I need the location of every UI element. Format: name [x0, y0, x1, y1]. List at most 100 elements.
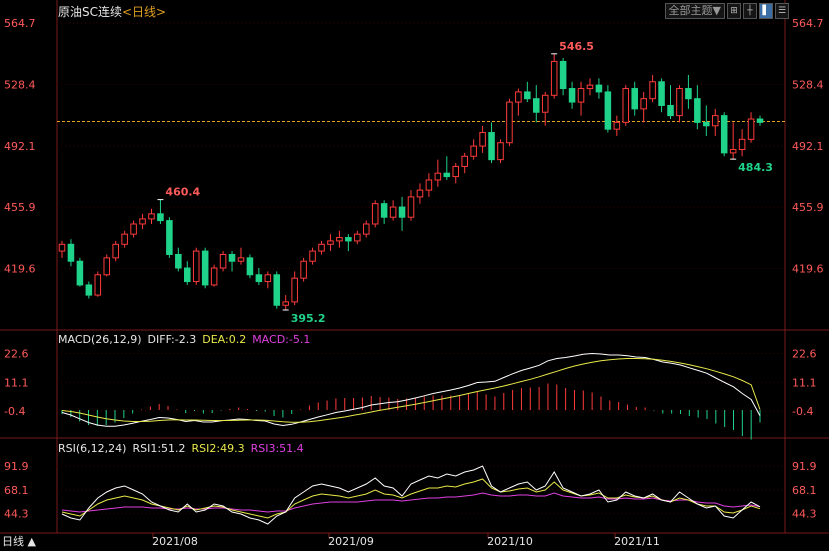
candle-body: [130, 223, 137, 235]
rsi3-value: RSI3:51.4: [250, 442, 304, 455]
candle-body: [291, 277, 298, 303]
candle-body: [658, 81, 665, 106]
candle-body: [94, 274, 102, 296]
price-tick-right: 564.7: [792, 17, 824, 30]
candle-body: [461, 155, 468, 167]
candle-body: [568, 88, 576, 103]
candle-body: [255, 274, 263, 283]
candle-body: [58, 243, 66, 252]
instrument-name: 原油SC连续: [58, 5, 122, 19]
candle-body: [613, 121, 621, 130]
candle-body: [157, 213, 164, 222]
candle-body: [166, 220, 173, 255]
candle-body: [622, 88, 630, 123]
price-tick-left: 492.1: [4, 140, 36, 153]
macd-tick-right: 11.1: [792, 376, 817, 389]
period-tab[interactable]: 日线 ▲: [2, 535, 36, 548]
candle-body: [309, 250, 316, 262]
macd-tick-right: -0.4: [792, 405, 813, 418]
candle-icon[interactable]: ▌: [759, 3, 773, 19]
candle-body: [184, 267, 191, 283]
price-tick-left: 528.4: [4, 78, 36, 91]
candle-body: [747, 118, 755, 140]
candle-body: [192, 250, 200, 283]
macd-tick-left: 22.6: [4, 348, 29, 361]
candle-body: [685, 88, 692, 100]
candle-body: [586, 84, 594, 90]
candle-body: [246, 257, 254, 276]
chart-toolbar: 全部主题▼ ⊞ ┼ ▌ ☰: [664, 3, 789, 19]
price-tick-right: 528.4: [792, 78, 824, 91]
time-axis-label: 2021/08: [152, 535, 198, 548]
candle-body: [577, 88, 585, 103]
macd-dif-line: [61, 352, 761, 427]
candle-body: [237, 257, 245, 262]
candle-body: [148, 213, 155, 220]
candle-body: [210, 267, 218, 286]
candle-body: [711, 115, 719, 127]
candle-body: [703, 121, 710, 127]
macd-dea-line: [61, 358, 761, 423]
rsi2-value: RSI2:49.3: [191, 442, 245, 455]
candle-body: [85, 284, 93, 296]
candle-body: [524, 91, 531, 100]
candle-body: [488, 132, 495, 161]
extreme-label-low: 484.3: [738, 161, 773, 174]
macd-tick-left: -0.4: [4, 405, 25, 418]
candle-body: [219, 253, 227, 269]
candle-body: [434, 172, 442, 181]
candle-body: [667, 104, 674, 117]
rsi-tick-left: 68.1: [4, 484, 29, 497]
price-tick-right: 492.1: [792, 140, 824, 153]
candle-body: [720, 115, 728, 154]
candle-body: [354, 233, 361, 242]
candle-body: [264, 274, 272, 283]
candle-body: [676, 88, 683, 117]
candle-body: [443, 172, 451, 178]
extreme-label-high: 546.5: [559, 40, 594, 53]
candle-body: [729, 148, 737, 154]
rsi-title: RSI(6,12,24): [58, 442, 127, 455]
candle-body: [604, 91, 612, 130]
candle-body: [282, 301, 289, 306]
candle-body: [121, 233, 128, 245]
rsi1-value: RSI1:51.2: [132, 442, 186, 455]
period-label[interactable]: <日线>: [122, 5, 167, 19]
candle-body: [345, 237, 352, 242]
macd-macd-value: MACD:-5.1: [252, 333, 311, 346]
rsi-tick-left: 44.3: [4, 508, 29, 521]
menu-icon[interactable]: ☰: [775, 3, 789, 19]
candle-body: [738, 138, 746, 150]
candle-body: [67, 243, 75, 262]
candle-body: [497, 142, 504, 161]
candle-body: [175, 253, 182, 269]
candle-body: [112, 243, 119, 259]
candle-body: [228, 253, 236, 262]
rsi-tick-right: 44.3: [792, 508, 817, 521]
macd-title: MACD(26,12,9): [58, 333, 142, 346]
candle-body: [139, 218, 146, 225]
candle-body: [371, 203, 379, 225]
macd-tick-right: 22.6: [792, 348, 817, 361]
macd-legend: MACD(26,12,9) DIFF:-2.3 DEA:0.2 MACD:-5.1: [58, 333, 316, 346]
candle-body: [694, 98, 701, 123]
candle-body: [550, 60, 558, 96]
candle-body: [416, 189, 424, 198]
candle-body: [533, 98, 540, 113]
price-tick-left: 419.6: [4, 263, 36, 276]
grid-icon[interactable]: ⊞: [727, 3, 741, 19]
candle-body: [273, 274, 281, 306]
candle-body: [479, 132, 486, 147]
candle-body: [631, 88, 638, 110]
candle-body: [756, 118, 764, 123]
price-tick-right: 419.6: [792, 263, 824, 276]
candle-body: [515, 91, 522, 103]
candle-body: [595, 84, 603, 93]
time-axis-label: 2021/11: [614, 535, 660, 548]
theme-dropdown[interactable]: 全部主题▼: [664, 3, 725, 19]
crosshair-icon[interactable]: ┼: [743, 3, 757, 19]
candle-body: [470, 145, 477, 157]
candle-body: [389, 206, 397, 218]
time-axis-label: 2021/09: [328, 535, 374, 548]
